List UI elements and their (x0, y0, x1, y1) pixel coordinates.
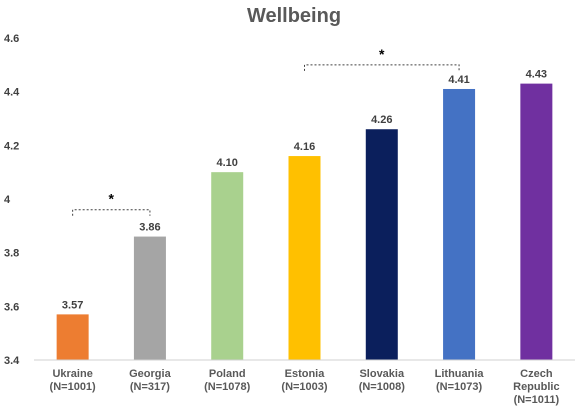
x-tick-label: (N=1008) (359, 381, 406, 393)
data-label: 4.43 (526, 69, 547, 81)
y-tick-label: 3.4 (4, 355, 20, 367)
data-label: 4.16 (294, 141, 315, 153)
significance-bracket (304, 64, 460, 71)
x-tick-label: Lithuania (435, 368, 485, 380)
significance-star: * (109, 191, 115, 207)
data-label: 4.41 (448, 74, 469, 86)
bar (56, 314, 89, 360)
y-tick-label: 4.2 (4, 140, 19, 152)
y-tick-label: 4.6 (4, 33, 19, 45)
data-label: 4.26 (371, 114, 392, 126)
significance-annotations: ** (72, 46, 460, 216)
chart-title: Wellbeing (247, 5, 341, 27)
x-tick-label: Georgia (129, 368, 171, 380)
y-tick-label: 4.4 (4, 87, 20, 99)
x-tick-label: Republic (513, 381, 559, 393)
bar (443, 88, 476, 360)
bar (288, 156, 321, 360)
bar (520, 83, 553, 360)
bar (133, 236, 166, 360)
x-axis: Ukraine(N=1001)Georgia(N=317)Poland(N=10… (34, 359, 575, 406)
x-tick-label: (N=1078) (204, 381, 251, 393)
significance-star: * (379, 46, 385, 62)
x-tick-label: (N=1011) (514, 394, 560, 406)
x-tick-label: (N=317) (130, 381, 170, 393)
x-tick-label: Ukraine (52, 368, 92, 380)
data-label: 3.86 (139, 222, 160, 234)
data-labels: 3.57 3.86 4.10 4.16 4.26 4.41 4.43 (62, 69, 547, 312)
y-tick-label: 3.8 (4, 248, 19, 260)
y-tick-label: 4 (4, 194, 11, 206)
bar (365, 129, 398, 360)
x-tick-label: Czech (520, 368, 553, 380)
significance-bracket (72, 209, 151, 216)
bar (211, 172, 244, 360)
x-tick-label: Poland (209, 368, 246, 380)
bars (56, 83, 553, 360)
x-tick-label: (N=1001) (50, 381, 97, 393)
x-tick-label: Slovakia (359, 368, 405, 380)
data-label: 3.57 (62, 299, 83, 311)
x-tick-label: (N=1003) (281, 381, 328, 393)
data-label: 4.10 (217, 157, 238, 169)
x-tick-label: Estonia (285, 368, 326, 380)
y-tick-label: 3.6 (4, 301, 19, 313)
x-tick-label: (N=1073) (436, 381, 483, 393)
y-axis: 3.4 3.6 3.8 4 4.2 4.4 4.6 (4, 33, 20, 367)
